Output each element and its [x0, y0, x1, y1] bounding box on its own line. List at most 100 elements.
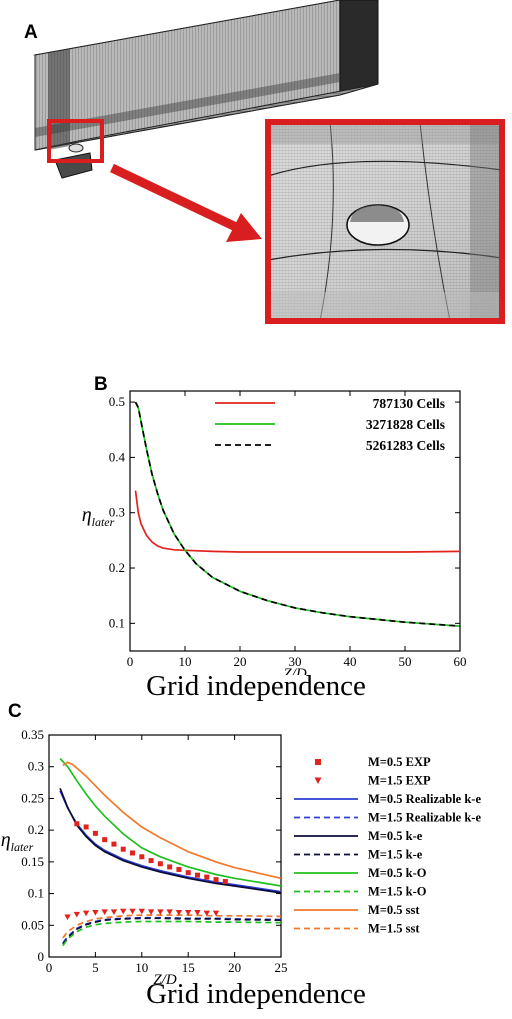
panel-b-x-tick-label: 20 [234, 654, 247, 669]
panel-c-marker-point [102, 837, 108, 843]
panel-b-series-line-2 [134, 401, 461, 627]
panel-c-x-tick-label: 10 [135, 960, 148, 975]
panel-c-marker-point [138, 908, 145, 915]
panel-c-y-tick-label: 0.35 [21, 727, 44, 742]
panel-c-marker-point [120, 908, 127, 915]
cooling-hole [68, 143, 84, 153]
panel-b-letter: B [94, 374, 108, 395]
panel-b-series-line-3 [134, 401, 461, 627]
panel-b-x-tick-label: 0 [127, 654, 134, 669]
panel-c-legend-marker-label-1: M=0.5 EXP [368, 755, 431, 769]
panel-b-x-tick-label: 10 [179, 654, 192, 669]
panel-b-caption: Grid independence [146, 670, 366, 702]
panel-c-marker-point [147, 909, 155, 915]
panel-c-marker-point [213, 877, 219, 883]
panel-b-y-tick-label: 0.5 [109, 394, 125, 409]
panel-c-legend-marker-2 [314, 777, 322, 784]
panel-c-marker-point [204, 874, 210, 880]
panel-c-y-tick-label: 0.25 [21, 790, 44, 805]
panel-c-marker-point [130, 850, 136, 856]
panel-c-marker-point [110, 909, 118, 915]
panel-c-marker-point [194, 910, 201, 916]
panel-c-marker-point [92, 830, 98, 836]
coolant-plenum [54, 152, 93, 179]
mesh-band-horizontal [35, 73, 340, 137]
panel-c-y-tick-label: 0.3 [28, 759, 44, 774]
panel-c-legend-marker-label-2: M=1.5 EXP [368, 774, 431, 788]
panel-c-y-tick-label: 0.05 [21, 917, 44, 932]
panel-c-legend-label-4: M=1.5 k-e [368, 848, 423, 862]
panel-c-marker-point [82, 910, 90, 917]
panel-c-legend-label-6: M=1.5 k-O [368, 885, 427, 899]
panel-b-chart: 0 10 20 30 40 50 600.10.20.30.40.5Z/Dηlater787… [82, 390, 467, 675]
panel-c-series-line-1 [59, 790, 282, 893]
panel-b-y-tick-label: 0.4 [109, 449, 126, 464]
panel-c-marker-point [83, 824, 89, 830]
panel-c-marker-point [92, 910, 99, 916]
panel-c-marker-point [111, 841, 117, 847]
panel-b-legend-label-1: 787130 Cells [373, 396, 445, 411]
panel-c-marker-point [166, 909, 173, 915]
panel-b-legend-label-2: 3271828 Cells [366, 417, 445, 432]
panel-b-plot-area: 0 10 20 30 40 50 600.10.20.30.40.5Z/Dηlater787… [82, 390, 467, 675]
panel-c-plot-area: 0 5 10 15 20 2500.050.10.150.20.250.30.35Z/Dη… [1, 727, 288, 988]
panel-c-marker-point [148, 858, 154, 864]
panel-c-marker-point [139, 854, 145, 860]
panel-c-marker-point [129, 908, 136, 915]
panel-b-x-tick-label: 30 [289, 654, 302, 669]
panel-c-marker-point [120, 846, 126, 852]
panel-c-legend-label-5: M=0.5 k-O [368, 866, 427, 880]
panel-c-marker-point [194, 872, 200, 878]
panel-c-marker-point [212, 910, 220, 917]
panel-c-marker-point [74, 821, 80, 827]
zoom-arrow-shaft [110, 163, 240, 233]
panel-a-mesh-illustration [33, 0, 505, 324]
panel-c-legend-label-3: M=0.5 k-e [368, 829, 423, 843]
panel-c-y-tick-label: 0 [38, 949, 45, 964]
panel-b-y-tick-label: 0.2 [109, 560, 125, 575]
panel-c-marker-point [176, 866, 182, 872]
zoom-detail-panel [265, 119, 505, 324]
zoom-selection-box [47, 119, 104, 163]
panel-c-x-tick-label: 0 [46, 960, 53, 975]
duct-side-face [339, 0, 379, 96]
panel-c-plot-frame [48, 734, 282, 958]
panel-c-x-axis-label: Z/D [153, 972, 177, 988]
mesh-band-vertical [48, 49, 70, 150]
panel-c-legend-label-8: M=1.5 sst [368, 922, 420, 936]
panel-c-x-tick-label: 25 [275, 960, 288, 975]
panel-c-marker-point [73, 911, 81, 918]
panel-b-x-tick-label: 60 [454, 654, 467, 669]
panel-c-series-line-7 [62, 761, 282, 880]
panel-c-legend-label-2: M=1.5 Realizable k-e [368, 811, 481, 825]
panel-c-series-line-6 [62, 920, 282, 947]
panel-c-legend-label-1: M=0.5 Realizable k-e [368, 792, 481, 806]
panel-c-caption: Grid independence [146, 978, 366, 1010]
panel-c-x-tick-label: 15 [182, 960, 195, 975]
panel-c-marker-point [175, 910, 183, 916]
panel-c-chart: 0 5 10 15 20 2500.050.10.150.20.250.30.35Z/Dη… [1, 727, 482, 988]
panel-b-series-line-1 [134, 490, 461, 553]
panel-c-marker-point [64, 914, 71, 921]
panel-a-letter: A [24, 22, 38, 43]
panel-c-marker-point [185, 870, 191, 876]
panel-c-x-tick-label: 5 [92, 960, 99, 975]
panel-b-y-tick-label: 0.3 [109, 505, 125, 520]
panel-b-legend-label-3: 5261283 Cells [366, 438, 445, 453]
panel-c-series-line-4 [62, 917, 282, 945]
panel-c-marker-point [203, 910, 210, 917]
panel-c-x-tick-label: 20 [228, 960, 241, 975]
panel-c-marker-point [167, 864, 173, 870]
panel-c-marker-point [222, 879, 228, 885]
zoom-arrow-head [226, 213, 262, 242]
panel-b-x-tick-label: 40 [344, 654, 357, 669]
panel-b-x-axis-label: Z/D [283, 666, 307, 675]
panel-c-marker-point [101, 909, 108, 915]
panel-c-marker-point [157, 909, 164, 915]
panel-c-legend-marker-1 [315, 759, 321, 765]
panel-c-letter: C [8, 701, 22, 722]
panel-b-x-tick-label: 50 [399, 654, 412, 669]
panel-c-y-tick-label: 0.2 [28, 822, 44, 837]
panel-b-y-tick-label: 0.1 [109, 615, 125, 630]
panel-c-y-tick-label: 0.1 [28, 886, 44, 901]
